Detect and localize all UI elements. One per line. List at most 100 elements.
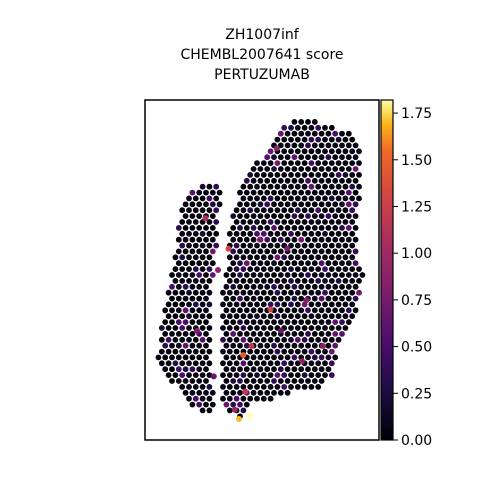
spot <box>349 289 356 296</box>
spot <box>192 384 199 390</box>
spot <box>206 301 213 308</box>
spot <box>237 272 243 278</box>
spot <box>277 378 284 384</box>
spot <box>325 307 332 314</box>
spot <box>175 248 182 255</box>
spot <box>199 407 206 414</box>
spot <box>315 360 322 367</box>
spot <box>288 183 294 190</box>
spot <box>318 213 325 220</box>
spot <box>186 301 192 308</box>
spot <box>311 307 318 314</box>
spot <box>247 172 254 178</box>
spot <box>274 230 281 237</box>
spot <box>243 236 250 243</box>
spot <box>267 395 274 402</box>
spot <box>196 189 203 196</box>
spot <box>179 325 186 331</box>
spot <box>356 278 362 284</box>
spot <box>311 272 318 278</box>
spot <box>250 331 257 337</box>
spot <box>359 272 366 278</box>
spot <box>237 283 243 290</box>
spot <box>281 230 288 237</box>
spot <box>203 248 209 255</box>
spot <box>250 236 257 243</box>
spot <box>301 278 308 284</box>
spot <box>257 201 264 208</box>
spot <box>240 183 247 190</box>
spot <box>322 278 328 284</box>
spot <box>233 219 240 225</box>
spot <box>294 313 301 320</box>
spot <box>352 272 359 278</box>
spot <box>192 313 199 320</box>
spot <box>315 336 322 343</box>
spot <box>308 242 315 249</box>
spot <box>284 331 291 337</box>
spot <box>277 177 284 184</box>
spot <box>267 219 274 225</box>
spot <box>277 342 284 349</box>
spot <box>209 401 216 408</box>
spot <box>311 119 318 125</box>
spot <box>332 260 339 267</box>
spot <box>325 283 332 290</box>
spot <box>349 136 356 143</box>
spot <box>342 183 349 190</box>
spot <box>342 160 349 167</box>
spot <box>281 289 288 296</box>
spot <box>298 166 305 172</box>
highlight-spot <box>215 267 221 273</box>
spot <box>247 313 254 320</box>
spot <box>196 295 203 302</box>
spot <box>288 313 294 320</box>
spot <box>281 348 288 355</box>
spot <box>199 183 206 190</box>
spot <box>298 213 305 220</box>
spot <box>305 366 311 373</box>
spot <box>182 248 189 255</box>
spot <box>284 389 291 396</box>
spot <box>291 331 298 337</box>
spot <box>237 201 243 208</box>
spot <box>339 201 345 208</box>
spot <box>189 272 196 278</box>
spot <box>230 307 237 314</box>
spot <box>172 372 179 378</box>
spot <box>305 272 311 278</box>
spot <box>332 154 339 161</box>
spot <box>322 230 328 237</box>
spot <box>349 266 356 272</box>
spot <box>271 272 277 278</box>
spot <box>223 366 230 373</box>
spot <box>315 301 322 308</box>
spot <box>267 360 274 367</box>
spot <box>247 325 254 331</box>
spot <box>179 219 186 225</box>
spot <box>254 313 260 320</box>
spot <box>169 295 175 302</box>
spot <box>250 354 257 361</box>
spot <box>243 213 250 220</box>
spot <box>250 366 257 373</box>
spot <box>294 372 301 378</box>
tissue-spots <box>155 119 366 422</box>
spot <box>298 319 305 325</box>
spot <box>352 225 359 231</box>
spot <box>298 307 305 314</box>
spot <box>301 336 308 343</box>
spot <box>186 313 192 320</box>
spot <box>311 142 318 149</box>
spot <box>203 189 209 196</box>
spot <box>189 331 196 337</box>
spot <box>250 272 257 278</box>
spot <box>349 148 356 155</box>
spot <box>271 201 277 208</box>
spot <box>243 401 250 408</box>
spot <box>230 283 237 290</box>
spot <box>349 219 356 225</box>
spot <box>291 154 298 161</box>
spot <box>318 295 325 302</box>
spot <box>196 283 203 290</box>
